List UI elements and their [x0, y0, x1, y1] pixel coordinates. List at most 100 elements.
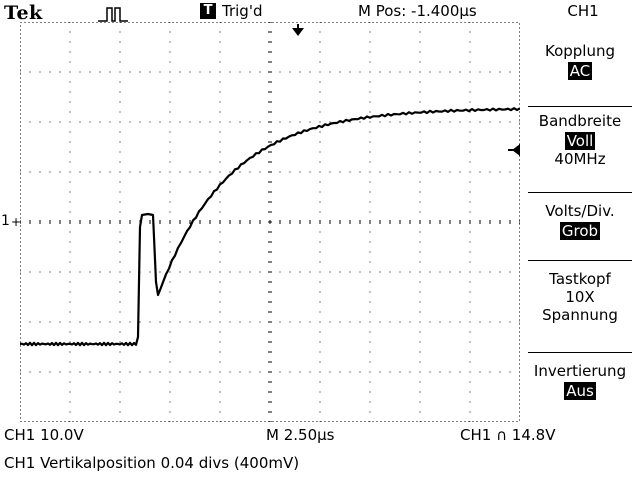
- graticule-dot: [79, 121, 81, 123]
- graticule-dot: [169, 181, 171, 183]
- graticule-dot: [119, 251, 121, 253]
- graticule-dot: [119, 151, 121, 153]
- graticule-dot: [319, 271, 321, 273]
- graticule-dot: [49, 271, 51, 273]
- graticule-dot: [319, 111, 321, 113]
- graticule-dot: [219, 81, 221, 83]
- graticule-dot: [419, 361, 421, 363]
- graticule-dot: [169, 141, 171, 143]
- menu-item-label: Tastkopf: [549, 270, 611, 288]
- graticule-dot: [419, 281, 421, 283]
- graticule-dot: [169, 31, 171, 33]
- graticule-dot: [329, 121, 331, 123]
- graticule-dot: [419, 421, 421, 422]
- graticule-dot: [89, 171, 91, 173]
- graticule-dot: [469, 401, 471, 403]
- graticule-dot: [69, 361, 71, 363]
- graticule-dot: [69, 251, 71, 253]
- graticule-dot: [359, 271, 361, 273]
- graticule-dot: [219, 381, 221, 383]
- graticule-dot: [49, 371, 51, 373]
- graticule-dot: [459, 121, 461, 123]
- graticule-dot: [419, 81, 421, 83]
- graticule-dot: [459, 321, 461, 323]
- graticule-dot: [419, 311, 421, 313]
- graticule-dot: [419, 371, 421, 373]
- menu-item-tastkopf[interactable]: Tastkopf 10X Spannung: [524, 270, 636, 324]
- graticule-dot: [189, 71, 191, 73]
- channel-scale-readout: CH1 10.0V: [4, 426, 84, 444]
- graticule-dot: [279, 371, 281, 373]
- graticule-dot: [249, 271, 251, 273]
- menu-item-bandbreite[interactable]: Bandbreite Voll 40MHz: [524, 112, 636, 168]
- graticule-dot: [69, 311, 71, 313]
- graticule-dot: [289, 121, 291, 123]
- graticule-dot: [479, 171, 481, 173]
- graticule-dot: [169, 51, 171, 53]
- graticule-dot: [219, 391, 221, 393]
- graticule-dot: [259, 71, 261, 73]
- graticule-dot: [29, 171, 31, 173]
- graticule-dot: [319, 211, 321, 213]
- graticule-dot: [419, 341, 421, 343]
- graticule-dot: [469, 361, 471, 363]
- graticule-dot: [279, 321, 281, 323]
- graticule-dot: [369, 411, 371, 413]
- graticule-dot: [469, 331, 471, 333]
- menu-item-label: Kopplung: [544, 42, 615, 60]
- graticule-dot: [219, 251, 221, 253]
- graticule-dot: [169, 211, 171, 213]
- graticule-dot: [119, 81, 121, 83]
- graticule-dot: [129, 121, 131, 123]
- graticule-dot: [469, 291, 471, 293]
- graticule-dot: [229, 271, 231, 273]
- graticule-dot: [89, 121, 91, 123]
- graticule-dot: [369, 271, 371, 273]
- graticule-dot: [489, 321, 491, 323]
- timebase-readout: M 2.50µs: [266, 426, 335, 444]
- graticule-dot: [419, 331, 421, 333]
- graticule-dot: [239, 321, 241, 323]
- graticule-dot: [319, 301, 321, 303]
- horizontal-position-readout: M Pos: -1.400µs: [358, 2, 477, 20]
- graticule-dot: [429, 271, 431, 273]
- menu-item-kopplung[interactable]: Kopplung AC: [524, 42, 636, 80]
- graticule-dot: [69, 41, 71, 43]
- graticule-dot: [169, 271, 171, 273]
- graticule-dot: [49, 171, 51, 173]
- graticule-dot: [219, 281, 221, 283]
- graticule-dot: [279, 271, 281, 273]
- graticule-dot: [369, 371, 371, 373]
- graticule-dot: [429, 321, 431, 323]
- graticule-dot: [319, 161, 321, 163]
- graticule-dot: [69, 51, 71, 53]
- menu-item-volts-div[interactable]: Volts/Div. Grob: [524, 202, 636, 240]
- graticule-dot: [69, 121, 71, 123]
- graticule-dot: [319, 251, 321, 253]
- graticule-dot: [419, 91, 421, 93]
- graticule-dot: [519, 371, 520, 373]
- graticule-dot: [159, 271, 161, 273]
- graticule-dot: [319, 391, 321, 393]
- menu-item-extra: Spannung: [542, 306, 618, 324]
- graticule-dot: [209, 171, 211, 173]
- graticule-dot: [359, 371, 361, 373]
- graticule-dot: [249, 71, 251, 73]
- graticule-dot: [119, 201, 121, 203]
- graticule-dot: [119, 301, 121, 303]
- graticule-dot: [119, 271, 121, 273]
- graticule-dot: [309, 71, 311, 73]
- graticule-dot: [399, 71, 401, 73]
- graticule-dot: [199, 271, 201, 273]
- graticule-dot: [219, 351, 221, 353]
- graticule-dot: [109, 371, 111, 373]
- graticule-dot: [199, 71, 201, 73]
- graticule-dot: [119, 281, 121, 283]
- graticule-dot: [69, 371, 71, 373]
- graticule-dot: [219, 201, 221, 203]
- graticule-dot: [309, 321, 311, 323]
- graticule-dot: [119, 131, 121, 133]
- graticule-dot: [119, 161, 121, 163]
- menu-item-invertierung[interactable]: Invertierung Aus: [524, 362, 636, 400]
- trigger-position-marker: [292, 24, 304, 36]
